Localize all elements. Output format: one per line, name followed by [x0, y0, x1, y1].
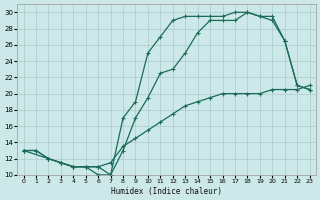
X-axis label: Humidex (Indice chaleur): Humidex (Indice chaleur) — [111, 187, 222, 196]
